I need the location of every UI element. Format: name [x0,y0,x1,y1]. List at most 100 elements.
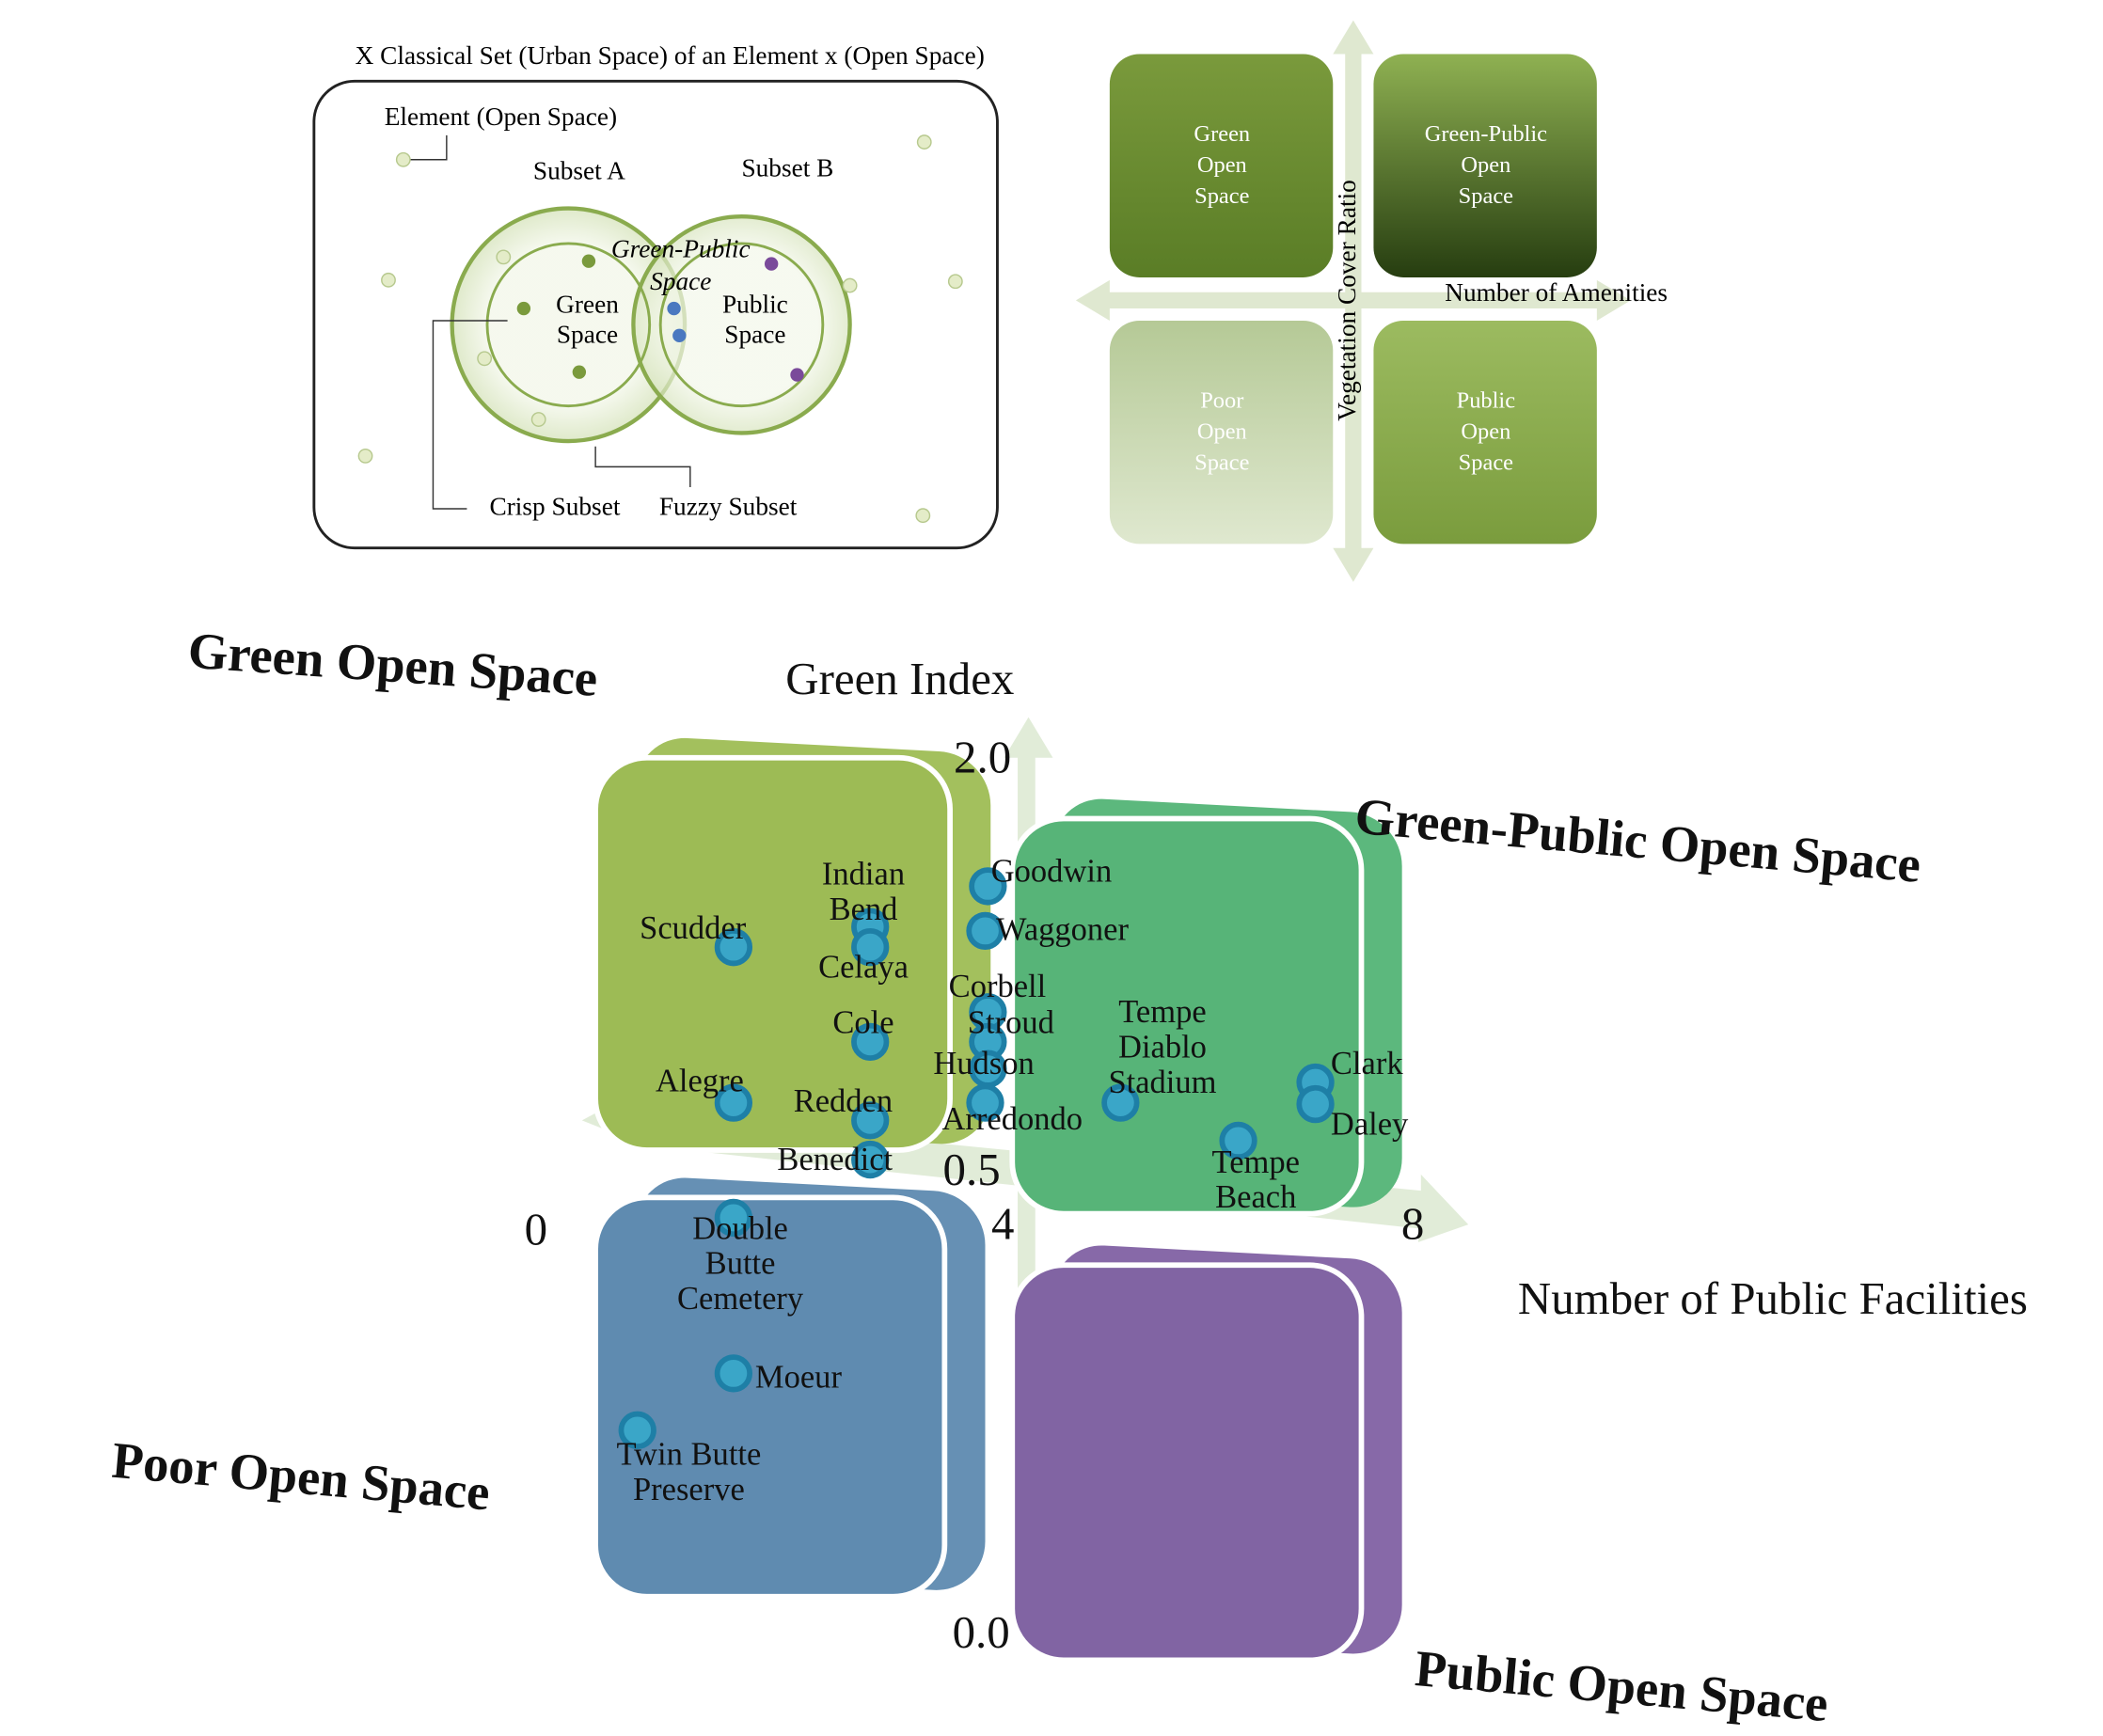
subset-b-label: Subset B [741,154,833,182]
park-label: Waggoner [996,911,1129,947]
text-line: Space [1194,183,1249,209]
leader [432,320,508,510]
quadrant-box [1109,54,1334,277]
park-point [851,1022,890,1062]
green-dot [572,365,587,379]
leader [594,446,691,487]
fuzzy-b [658,242,825,408]
y-axis-label: Green Index [785,653,1014,704]
quadrant-box [1009,815,1365,1217]
text-line: Redden [794,1083,893,1119]
park-point [851,1101,890,1140]
park-label: Cole [832,1005,893,1041]
quadrant-label: Green-Public Open Space [1425,120,1547,208]
text-line: Waggoner [996,911,1129,947]
quadrant-box [1373,320,1597,544]
green-dot [516,301,531,316]
text-line: Scudder [640,910,747,946]
public-label: Public Space [722,291,788,349]
park-label: Celaya [818,950,909,986]
text-line: Space [724,321,785,349]
park-label: Benedict [777,1142,893,1177]
blue-dot [667,301,681,316]
text-line: Corbell [949,969,1047,1004]
text-line: Diablo [1118,1029,1207,1065]
park-point [851,928,890,967]
park-point [969,867,1007,906]
text-line: Indian [822,856,905,892]
x-axis-label: Number of Amenities [1445,278,1668,307]
green-dot [581,254,596,268]
text-line: Butte [705,1246,776,1282]
text-line: Green-Public [1425,120,1547,146]
element-dot [357,448,373,464]
park-point [1219,1121,1257,1160]
element-dot [381,272,396,288]
quadrant-box [593,1194,948,1600]
text-line: Space [1459,183,1513,209]
x-axis-label: Number of Public Facilities [1518,1272,2028,1324]
quadrant-box [1009,1262,1365,1664]
set-title: X Classical Set (Urban Space) of an Elem… [356,41,985,70]
element-dot [477,351,493,367]
text-line: Twin Butte [616,1437,761,1473]
quadrant-title: Public Open Space [1413,1639,1830,1732]
text-line: Public [722,291,788,319]
leader [405,134,448,161]
element-dot [915,508,931,524]
text-line: Tempe [1212,1144,1300,1180]
text-line: Stroud [968,1005,1054,1041]
element-dot [916,134,932,150]
x-tick-label: 8 [1401,1198,1424,1250]
text-line: Bend [830,892,898,927]
quadrant-title: Poor Open Space [110,1431,493,1522]
text-line: Open [1197,152,1247,178]
park-label: Scudder [640,910,747,946]
text-line: Cole [832,1005,893,1041]
park-label: Tempe Beach [1212,1144,1300,1215]
park-label: Daley [1331,1106,1409,1142]
text-line: Daley [1331,1106,1409,1142]
text-line: Celaya [818,950,909,986]
quadrant-label: Public Open Space [1457,387,1516,475]
text-line: Green [556,291,619,319]
text-line: Space [1194,450,1249,475]
park-label: Redden [794,1083,893,1119]
text-line: Open [1197,418,1247,444]
text-line: Goodwin [991,853,1112,889]
park-label: Clark [1331,1046,1403,1081]
text-line: Green [1194,120,1250,146]
y-tick-label: 0.0 [953,1606,1010,1658]
park-label: Goodwin [991,853,1112,889]
text-line: Open [1461,152,1510,178]
blue-dot [672,328,687,343]
text-line: Tempe [1118,994,1206,1030]
park-label: Tempe Diablo Stadium [1108,994,1216,1100]
park-label: Hudson [933,1046,1034,1081]
park-point [966,911,1004,951]
element-dot [947,274,963,290]
element-dot [496,249,512,265]
text-line: Space [650,267,711,295]
text-line: Preserve [633,1472,745,1507]
park-point [966,1083,1004,1122]
element-dot [395,151,411,167]
park-point [618,1411,656,1449]
y-axis-label: Vegetation Cover Ratio [1333,180,1361,421]
park-label: Alegre [656,1063,744,1098]
text-line: Hudson [933,1046,1034,1081]
text-line: Space [1459,450,1513,475]
element-dot [842,277,858,293]
text-line: Benedict [777,1142,893,1177]
quadrant-title: Green-Public Open Space [1352,787,1922,893]
park-label: Stroud [968,1005,1054,1041]
park-point [1296,1084,1335,1124]
park-label: Arredondo [942,1101,1083,1137]
text-line: Public [1457,387,1516,413]
x-tick-label: 4 [991,1198,1014,1250]
text-line: Green-Public [611,235,751,263]
element-label: Element (Open Space) [385,103,617,131]
quadrant-label: Green Open Space [1194,120,1250,208]
